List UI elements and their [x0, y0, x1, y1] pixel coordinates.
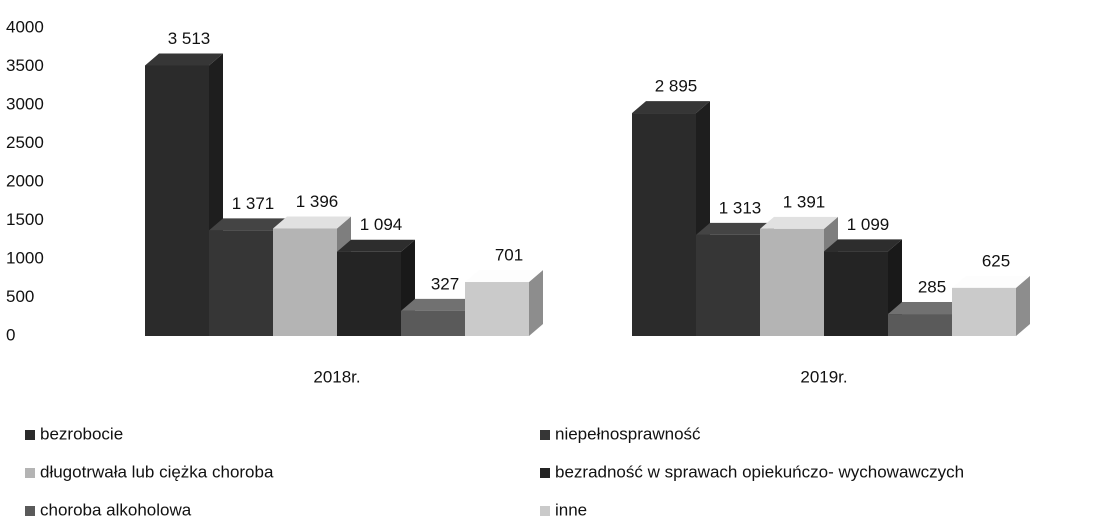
bar	[273, 228, 337, 336]
y-tick-label: 4000	[6, 17, 44, 36]
bar-top	[145, 53, 223, 66]
bar-top	[209, 218, 287, 231]
legend-swatch	[540, 506, 550, 516]
y-tick-label: 500	[6, 287, 34, 306]
legend-swatch	[25, 468, 35, 478]
bar-top	[760, 216, 838, 229]
bar-top	[632, 101, 710, 114]
data-label: 1 313	[719, 198, 762, 217]
y-tick-label: 1500	[6, 210, 44, 229]
data-label: 1 391	[783, 192, 826, 211]
legend-label: bezradność w sprawach opiekuńczo- wychow…	[555, 462, 964, 481]
bar	[696, 234, 760, 336]
bar	[209, 230, 273, 336]
bar-top	[952, 275, 1030, 288]
bar	[401, 310, 465, 336]
data-label: 625	[982, 251, 1010, 270]
bar	[465, 282, 529, 336]
legend-swatch	[540, 468, 550, 478]
bar-side	[1016, 275, 1030, 336]
bar	[632, 113, 696, 337]
bar-top	[337, 239, 415, 252]
data-label: 1 371	[232, 194, 275, 213]
bar-top	[696, 222, 774, 235]
y-tick-label: 0	[6, 325, 15, 344]
legend-swatch	[25, 506, 35, 516]
bar-side	[529, 270, 543, 336]
y-tick-label: 3500	[6, 56, 44, 75]
y-tick-label: 2500	[6, 133, 44, 152]
data-label: 327	[431, 274, 459, 293]
legend-label: bezrobocie	[40, 424, 123, 443]
bar	[145, 65, 209, 337]
legend-label: niepełnosprawność	[555, 424, 701, 443]
legend-label: długotrwała lub ciężka choroba	[40, 462, 274, 481]
legend-label: choroba alkoholowa	[40, 500, 192, 519]
bar-top	[401, 298, 479, 311]
bar	[760, 228, 824, 336]
bar-top	[824, 239, 902, 252]
bar-top	[465, 270, 543, 283]
y-tick-label: 2000	[6, 171, 44, 190]
bar-top	[888, 302, 966, 315]
data-label: 1 396	[296, 192, 339, 211]
bar	[888, 314, 952, 336]
data-label: 2 895	[655, 77, 698, 96]
bar	[952, 287, 1016, 336]
data-label: 1 094	[360, 215, 403, 234]
y-tick-label: 3000	[6, 94, 44, 113]
bar-top	[273, 216, 351, 229]
data-label: 701	[495, 246, 523, 265]
legend-label: inne	[555, 500, 587, 519]
bar	[824, 251, 888, 336]
y-tick-label: 1000	[6, 248, 44, 267]
data-label: 3 513	[168, 29, 211, 48]
legend-swatch	[25, 430, 35, 440]
legend-swatch	[540, 430, 550, 440]
x-tick-label: 2018r.	[313, 367, 360, 386]
bar	[337, 251, 401, 336]
x-tick-label: 2019r.	[800, 367, 847, 386]
data-label: 285	[918, 278, 946, 297]
data-label: 1 099	[847, 215, 890, 234]
